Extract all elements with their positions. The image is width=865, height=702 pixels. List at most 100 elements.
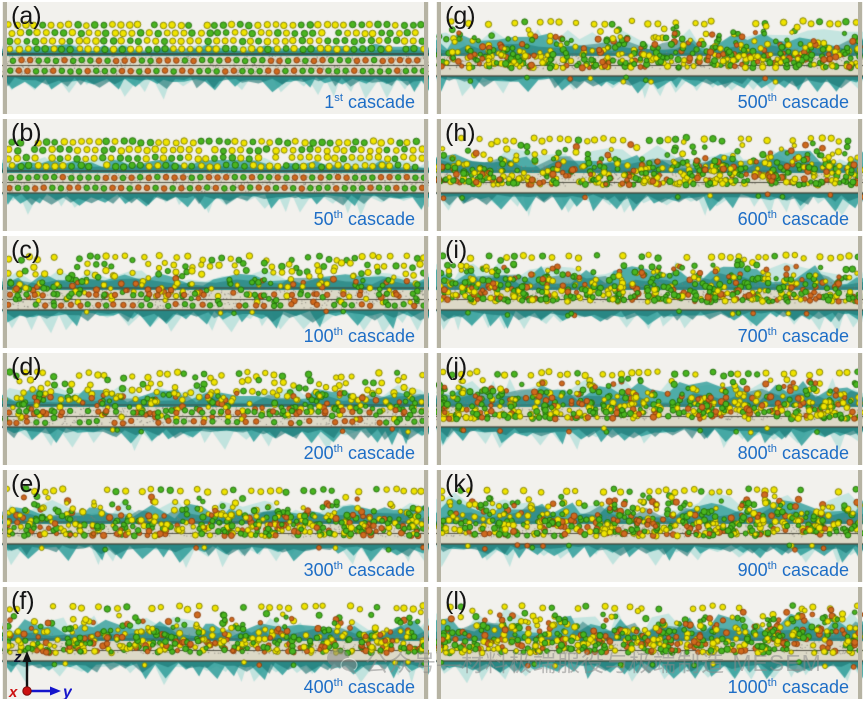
simulation-snapshot-canvas [2, 2, 429, 114]
simulation-snapshot-canvas [436, 119, 863, 231]
panel-f: (f) z y x 400th cascade [2, 587, 429, 699]
cascade-number: 500 [737, 92, 768, 112]
z-axis-arrowhead [22, 651, 32, 662]
panel-edge-bar [437, 119, 441, 231]
coordinate-axes-indicator: z y x [8, 649, 72, 699]
panel-edge-bar [858, 236, 862, 348]
panel-edge-bar [3, 353, 7, 465]
cascade-word: cascade [781, 92, 849, 112]
panel-d: (d) 200th cascade [2, 353, 429, 465]
simulation-snapshot-canvas [436, 587, 863, 699]
ordinal-suffix: th [767, 443, 777, 455]
panel-edge-bar [424, 119, 428, 231]
panel-letter: (e) [11, 470, 42, 498]
panel-edge-bar [3, 2, 7, 114]
panel-edge-bar [437, 470, 441, 582]
cascade-label: 1000th cascade [728, 677, 849, 698]
cascade-word: cascade [347, 443, 415, 463]
simulation-snapshot-canvas [2, 470, 429, 582]
cascade-label: 700th cascade [738, 326, 849, 347]
panel-edge-bar [437, 2, 441, 114]
panel-c: (c) 100th cascade [2, 236, 429, 348]
simulation-snapshot-canvas [2, 353, 429, 465]
cascade-number: 50 [313, 209, 334, 229]
ordinal-suffix: th [767, 560, 777, 572]
panel-edge-bar [437, 236, 441, 348]
ordinal-suffix: th [333, 677, 343, 689]
cascade-number: 1000 [727, 677, 768, 697]
panel-letter: (l) [445, 587, 468, 615]
panel-l: (l) 1000th cascade [436, 587, 863, 699]
y-axis-arrowhead [50, 686, 61, 696]
cascade-word: cascade [347, 326, 415, 346]
simulation-snapshot-canvas [2, 119, 429, 231]
cascade-word: cascade [781, 326, 849, 346]
panel-edge-bar [437, 353, 441, 465]
panel-edge-bar [858, 587, 862, 699]
cascade-word: cascade [781, 560, 849, 580]
cascade-label: 300th cascade [304, 560, 415, 581]
cascade-number: 400 [303, 677, 334, 697]
cascade-number: 600 [737, 209, 768, 229]
ordinal-suffix: th [333, 209, 343, 221]
panel-edge-bar [858, 2, 862, 114]
cascade-word: cascade [347, 92, 415, 112]
panel-edge-bar [424, 2, 428, 114]
x-axis-label: x [8, 684, 18, 699]
panel-h: (h) 600th cascade [436, 119, 863, 231]
cascade-label: 900th cascade [738, 560, 849, 581]
panel-k: (k) 900th cascade [436, 470, 863, 582]
panel-g: (g) 500th cascade [436, 2, 863, 114]
panel-edge-bar [3, 587, 7, 699]
ordinal-suffix: th [767, 92, 777, 104]
cascade-word: cascade [347, 560, 415, 580]
cascade-word: cascade [781, 677, 849, 697]
simulation-snapshot-canvas [436, 2, 863, 114]
cascade-label: 800th cascade [738, 443, 849, 464]
cascade-label: 200th cascade [304, 443, 415, 464]
y-axis-label: y [62, 684, 72, 699]
panel-edge-bar [424, 470, 428, 582]
cascade-number: 300 [303, 560, 334, 580]
cascade-label: 400th cascade [304, 677, 415, 698]
panel-letter: (g) [445, 2, 476, 30]
panel-letter: (f) [11, 587, 35, 615]
cascade-number: 100 [303, 326, 334, 346]
panel-edge-bar [424, 353, 428, 465]
cascade-word: cascade [781, 443, 849, 463]
cascade-number: 200 [303, 443, 334, 463]
ordinal-suffix: th [333, 326, 343, 338]
cascade-number: 900 [737, 560, 768, 580]
panel-letter: (a) [11, 2, 42, 30]
cascade-label: 600th cascade [738, 209, 849, 230]
cascade-number: 800 [737, 443, 768, 463]
ordinal-suffix: th [767, 677, 777, 689]
panel-e: (e) 300th cascade [2, 470, 429, 582]
cascade-label: 1st cascade [324, 92, 415, 113]
panel-edge-bar [3, 470, 7, 582]
panel-letter: (c) [11, 236, 41, 264]
panel-letter: (d) [11, 353, 42, 381]
panel-edge-bar [424, 236, 428, 348]
cascade-number: 1 [324, 92, 335, 112]
simulation-snapshot-canvas [2, 587, 429, 699]
panel-a: (a) 1st cascade [2, 2, 429, 114]
origin-dot [22, 686, 32, 696]
cascade-number: 700 [737, 326, 768, 346]
simulation-snapshot-canvas [2, 236, 429, 348]
cascade-word: cascade [347, 677, 415, 697]
panel-edge-bar [3, 119, 7, 231]
panel-edge-bar [858, 470, 862, 582]
simulation-snapshot-canvas [436, 353, 863, 465]
panel-edge-bar [3, 236, 7, 348]
cascade-word: cascade [781, 209, 849, 229]
ordinal-suffix: st [334, 92, 343, 104]
cascade-word: cascade [347, 209, 415, 229]
ordinal-suffix: th [767, 326, 777, 338]
panel-i: (i) 700th cascade [436, 236, 863, 348]
panel-letter: (k) [445, 470, 475, 498]
panel-letter: (j) [445, 353, 468, 381]
panel-letter: (h) [445, 119, 476, 147]
cascade-label: 50th cascade [314, 209, 415, 230]
